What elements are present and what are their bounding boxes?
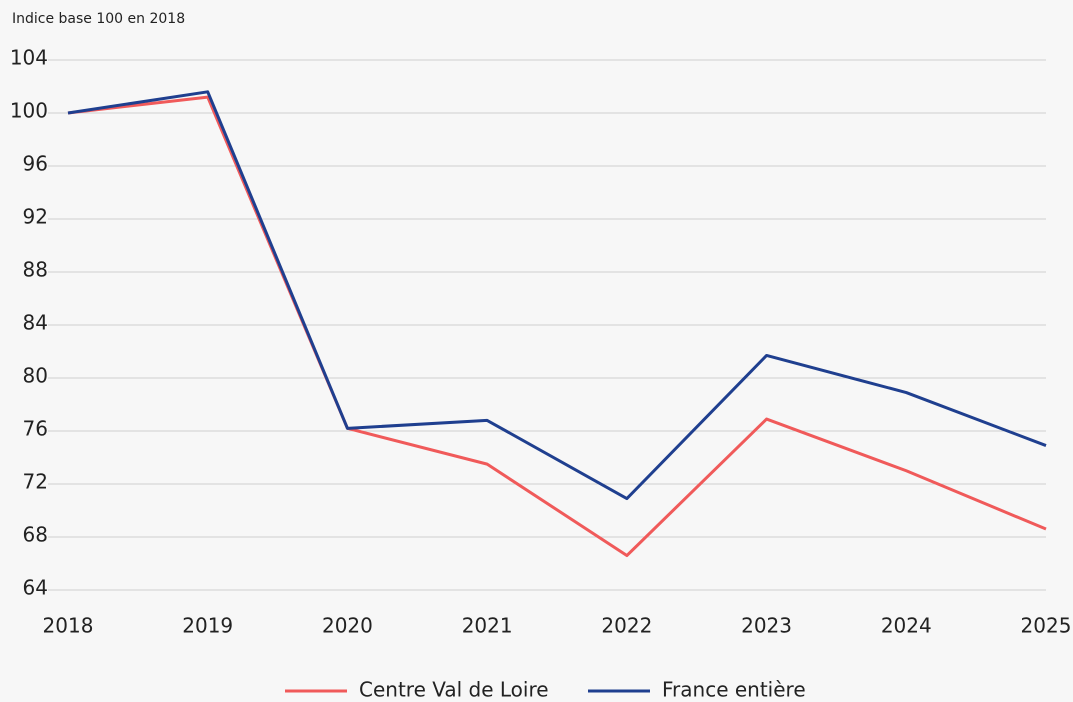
y-tick-label: 92	[23, 205, 48, 229]
y-tick-label: 88	[23, 258, 48, 282]
y-tick-label: 80	[23, 364, 48, 388]
series-line	[67, 95, 1047, 558]
x-tick-label: 2022	[601, 614, 652, 638]
y-tick-label: 76	[23, 417, 48, 441]
legend-label: Centre Val de Loire	[359, 678, 549, 702]
x-tick-label: 2020	[322, 614, 373, 638]
series-line	[67, 90, 1047, 501]
x-tick-label: 2019	[182, 614, 233, 638]
y-tick-label: 68	[23, 523, 48, 547]
x-tick-label: 2021	[462, 614, 513, 638]
y-tick-label: 104	[10, 46, 48, 70]
y-axis-label: Indice base 100 en 2018	[12, 11, 185, 27]
y-tick-label: 96	[23, 152, 48, 176]
legend-label: France entière	[662, 678, 806, 702]
x-tick-label: 2018	[43, 614, 94, 638]
y-tick-label: 84	[23, 311, 48, 335]
y-tick-label: 100	[10, 99, 48, 123]
x-tick-label: 2023	[741, 614, 792, 638]
y-tick-label: 72	[23, 470, 48, 494]
x-tick-label: 2025	[1021, 614, 1072, 638]
x-tick-label: 2024	[881, 614, 932, 638]
y-tick-label: 64	[23, 576, 48, 600]
